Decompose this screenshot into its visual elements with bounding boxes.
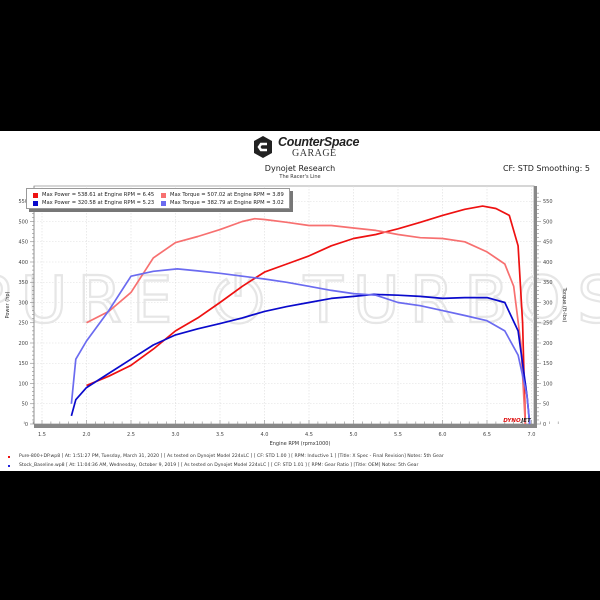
legend-item: Max Power = 320.58 at Engine RPM = 5.23	[33, 200, 161, 206]
svg-text:550: 550	[18, 199, 28, 205]
svg-text:DYNO: DYNO	[503, 418, 521, 424]
dyno-chart-sheet: CounterSpace GARAGE Dynojet Research The…	[0, 131, 600, 471]
brand-subtitle: GARAGE	[292, 148, 337, 159]
chart-tagline: The Racer's Line	[279, 174, 321, 180]
brand-title: CounterSpace	[278, 135, 360, 149]
svg-text:2.0: 2.0	[83, 432, 91, 438]
svg-text:3.0: 3.0	[172, 432, 180, 438]
legend-item: Max Torque = 382.79 at Engine RPM = 3.02	[161, 200, 289, 206]
svg-text:250: 250	[18, 321, 28, 327]
svg-text:50: 50	[22, 402, 28, 408]
svg-text:100: 100	[18, 381, 28, 387]
svg-text:300: 300	[543, 300, 553, 306]
svg-text:1.5: 1.5	[38, 432, 46, 438]
x-axis-label: Engine RPM (rpmx1000)	[270, 441, 331, 447]
run-color-dot	[8, 464, 10, 467]
run-info-footer: Pure-800+DP.wp8 [ At: 1:51:27 PM, Tuesda…	[8, 453, 444, 470]
legend-swatch	[161, 192, 166, 198]
svg-text:200: 200	[18, 341, 28, 347]
svg-text:350: 350	[543, 280, 553, 286]
svg-text:400: 400	[18, 260, 28, 266]
y-axis-label-left: Power (hp)	[5, 291, 11, 318]
svg-text:500: 500	[18, 219, 28, 225]
run-color-dot	[8, 456, 10, 459]
legend-swatch	[33, 200, 38, 206]
series-line	[86, 217, 527, 425]
counterspace-hex-icon	[254, 136, 272, 158]
svg-text:200: 200	[543, 341, 553, 347]
svg-text:450: 450	[543, 240, 553, 246]
svg-text:4.0: 4.0	[261, 432, 269, 438]
svg-text:0: 0	[543, 422, 546, 428]
svg-text:400: 400	[543, 260, 553, 266]
svg-text:5.5: 5.5	[394, 432, 402, 438]
y-axis-label-right: Torque (ft-lbs)	[561, 287, 567, 323]
legend-item: Max Torque = 507.02 at Engine RPM = 3.89	[161, 192, 289, 198]
series-line	[70, 293, 531, 425]
svg-text:300: 300	[18, 300, 28, 306]
svg-text:550: 550	[543, 199, 553, 205]
svg-text:4.5: 4.5	[305, 432, 313, 438]
counterspace-logo: CounterSpace GARAGE	[252, 135, 359, 163]
svg-text:450: 450	[18, 240, 28, 246]
svg-text:250: 250	[543, 321, 553, 327]
svg-text:2.5: 2.5	[127, 432, 135, 438]
svg-text:50: 50	[543, 402, 549, 408]
svg-text:6.5: 6.5	[483, 432, 491, 438]
run-info-line: Pure-800+DP.wp8 [ At: 1:51:27 PM, Tuesda…	[8, 453, 444, 462]
series-line	[70, 268, 531, 425]
chart-title: Dynojet Research	[264, 164, 336, 173]
legend-swatch	[161, 200, 166, 206]
svg-text:0: 0	[25, 422, 28, 428]
legend: Max Power = 538.61 at Engine RPM = 6.45 …	[26, 188, 290, 209]
svg-text:100: 100	[543, 381, 553, 387]
svg-text:JET: JET	[520, 418, 532, 424]
correction-factor-label: CF: STD Smoothing: 5	[502, 164, 590, 173]
svg-text:5.0: 5.0	[350, 432, 358, 438]
svg-text:7.0: 7.0	[528, 432, 536, 438]
svg-text:150: 150	[18, 361, 28, 367]
legend-item: Max Power = 538.61 at Engine RPM = 6.45	[33, 192, 161, 198]
svg-text:3.5: 3.5	[216, 432, 224, 438]
run-info-line: Stock_Baseline.wp8 [ At: 11:04:36 AM, We…	[8, 462, 444, 471]
series-line	[86, 205, 527, 425]
svg-text:500: 500	[543, 219, 553, 225]
svg-text:350: 350	[18, 280, 28, 286]
svg-text:150: 150	[543, 361, 553, 367]
svg-text:6.0: 6.0	[439, 432, 447, 438]
legend-swatch	[33, 192, 38, 198]
